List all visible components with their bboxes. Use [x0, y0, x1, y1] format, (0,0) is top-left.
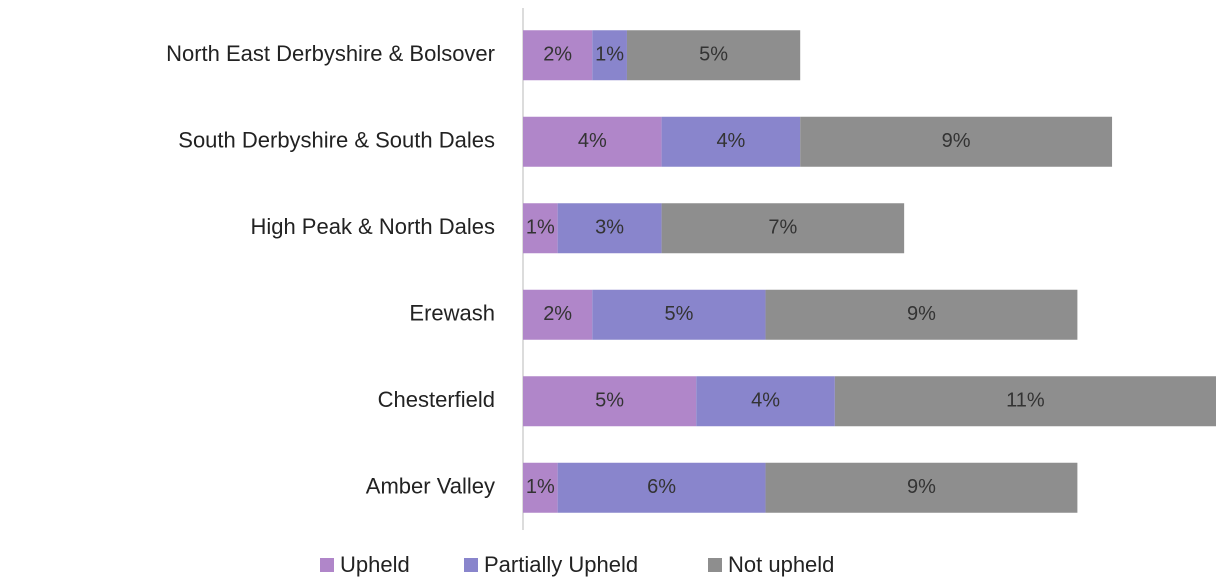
bar-segment	[592, 289, 766, 340]
bar-segment	[661, 116, 801, 167]
data-label: 2%	[543, 303, 572, 325]
bar-segment	[696, 376, 835, 427]
bar-segment	[523, 30, 593, 81]
bar-segment	[557, 462, 766, 513]
y-tick-label: North East Derbyshire & Bolsover	[166, 41, 495, 66]
data-label: 9%	[907, 476, 936, 498]
bar-segment	[661, 203, 905, 254]
bar-segment	[765, 462, 1078, 513]
data-label: 5%	[699, 44, 728, 66]
data-label: 4%	[578, 130, 607, 152]
data-label: 5%	[595, 390, 624, 412]
y-tick-label: High Peak & North Dales	[250, 214, 495, 239]
legend-label: Upheld	[340, 552, 410, 577]
data-label: 1%	[595, 44, 624, 66]
legend-label: Partially Upheld	[484, 552, 638, 577]
data-label: 7%	[768, 217, 797, 239]
y-tick-label: Amber Valley	[366, 474, 495, 499]
data-label: 9%	[907, 303, 936, 325]
data-label: 6%	[647, 476, 676, 498]
legend-label: Not upheld	[728, 552, 834, 577]
bar-segment	[765, 289, 1078, 340]
bar-segment	[626, 30, 801, 81]
data-label: 9%	[942, 130, 971, 152]
data-label: 11%	[1006, 390, 1045, 412]
data-label: 3%	[595, 217, 624, 239]
data-label: 1%	[526, 217, 555, 239]
y-tick-label: Chesterfield	[378, 387, 495, 412]
data-label: 5%	[664, 303, 693, 325]
data-label: 1%	[526, 476, 555, 498]
y-tick-label: Erewash	[409, 301, 495, 326]
data-label: 4%	[751, 390, 780, 412]
bar-segment	[523, 203, 558, 254]
data-label: 4%	[716, 130, 745, 152]
bar-segment	[592, 30, 627, 81]
bar-segment	[800, 116, 1113, 167]
bar-segment	[523, 116, 662, 167]
y-tick-label: South Derbyshire & South Dales	[178, 128, 495, 153]
data-label: 2%	[543, 44, 572, 66]
bar-segment	[523, 289, 593, 340]
legend-swatch	[464, 558, 478, 572]
bar-segment	[523, 462, 558, 513]
bar-segment	[834, 376, 1216, 427]
bar-segment	[523, 376, 697, 427]
bar-segment	[557, 203, 662, 254]
legend-swatch	[708, 558, 722, 572]
legend-swatch	[320, 558, 334, 572]
